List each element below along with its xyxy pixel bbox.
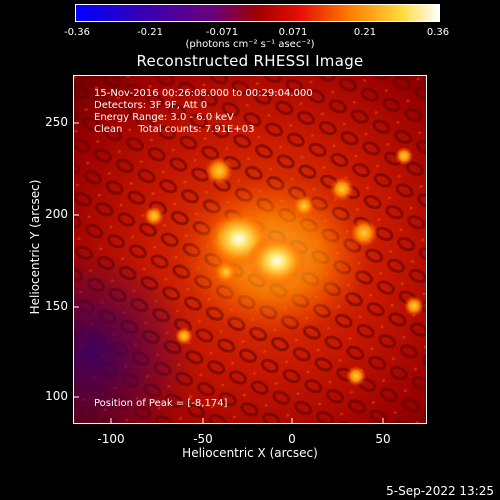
colorbar-units: (photons cm⁻² s⁻¹ asec⁻²)	[185, 39, 315, 50]
x-tick-label: 0	[288, 432, 296, 446]
image-title: Reconstructed RHESSI Image	[136, 52, 364, 70]
info-line: Clean Total counts: 7.91E+03	[94, 124, 255, 135]
image-canvas	[74, 76, 426, 423]
colorbar-tick: 0.21	[353, 27, 377, 38]
y-axis-label: Heliocentric Y (arcsec)	[28, 179, 42, 315]
colorbar-tick: 0.36	[426, 27, 450, 38]
x-tick-label: 50	[375, 432, 391, 446]
info-line: Energy Range: 3.0 - 6.0 keV	[94, 112, 234, 123]
colorbar-tick: -0.21	[137, 27, 163, 38]
colorbar-tick: -0.071	[205, 27, 239, 38]
reconstructed-image: 15-Nov-2016 00:26:08.000 to 00:29:04.000…	[73, 75, 427, 424]
x-tick-label: -50	[193, 432, 213, 446]
x-tick-label: -100	[97, 432, 125, 446]
y-tick-label: 150	[45, 299, 68, 313]
colorbar-tick: 0.071	[278, 27, 308, 38]
info-line: 15-Nov-2016 00:26:08.000 to 00:29:04.000	[94, 88, 313, 99]
peak-position: Position of Peak = [-8,174]	[94, 398, 228, 409]
colorbar	[75, 4, 440, 22]
info-line: Detectors: 3F 9F, Att 0	[94, 100, 208, 111]
x-axis-label: Heliocentric X (arcsec)	[182, 446, 318, 460]
y-tick-label: 250	[45, 115, 68, 129]
y-tick-label: 200	[45, 207, 68, 221]
colorbar-tick: -0.36	[64, 27, 90, 38]
date-stamp: 5-Sep-2022 13:25	[386, 484, 494, 498]
y-tick-label: 100	[45, 389, 68, 403]
colorbar-gradient	[76, 5, 439, 21]
source-core-right	[247, 235, 307, 287]
